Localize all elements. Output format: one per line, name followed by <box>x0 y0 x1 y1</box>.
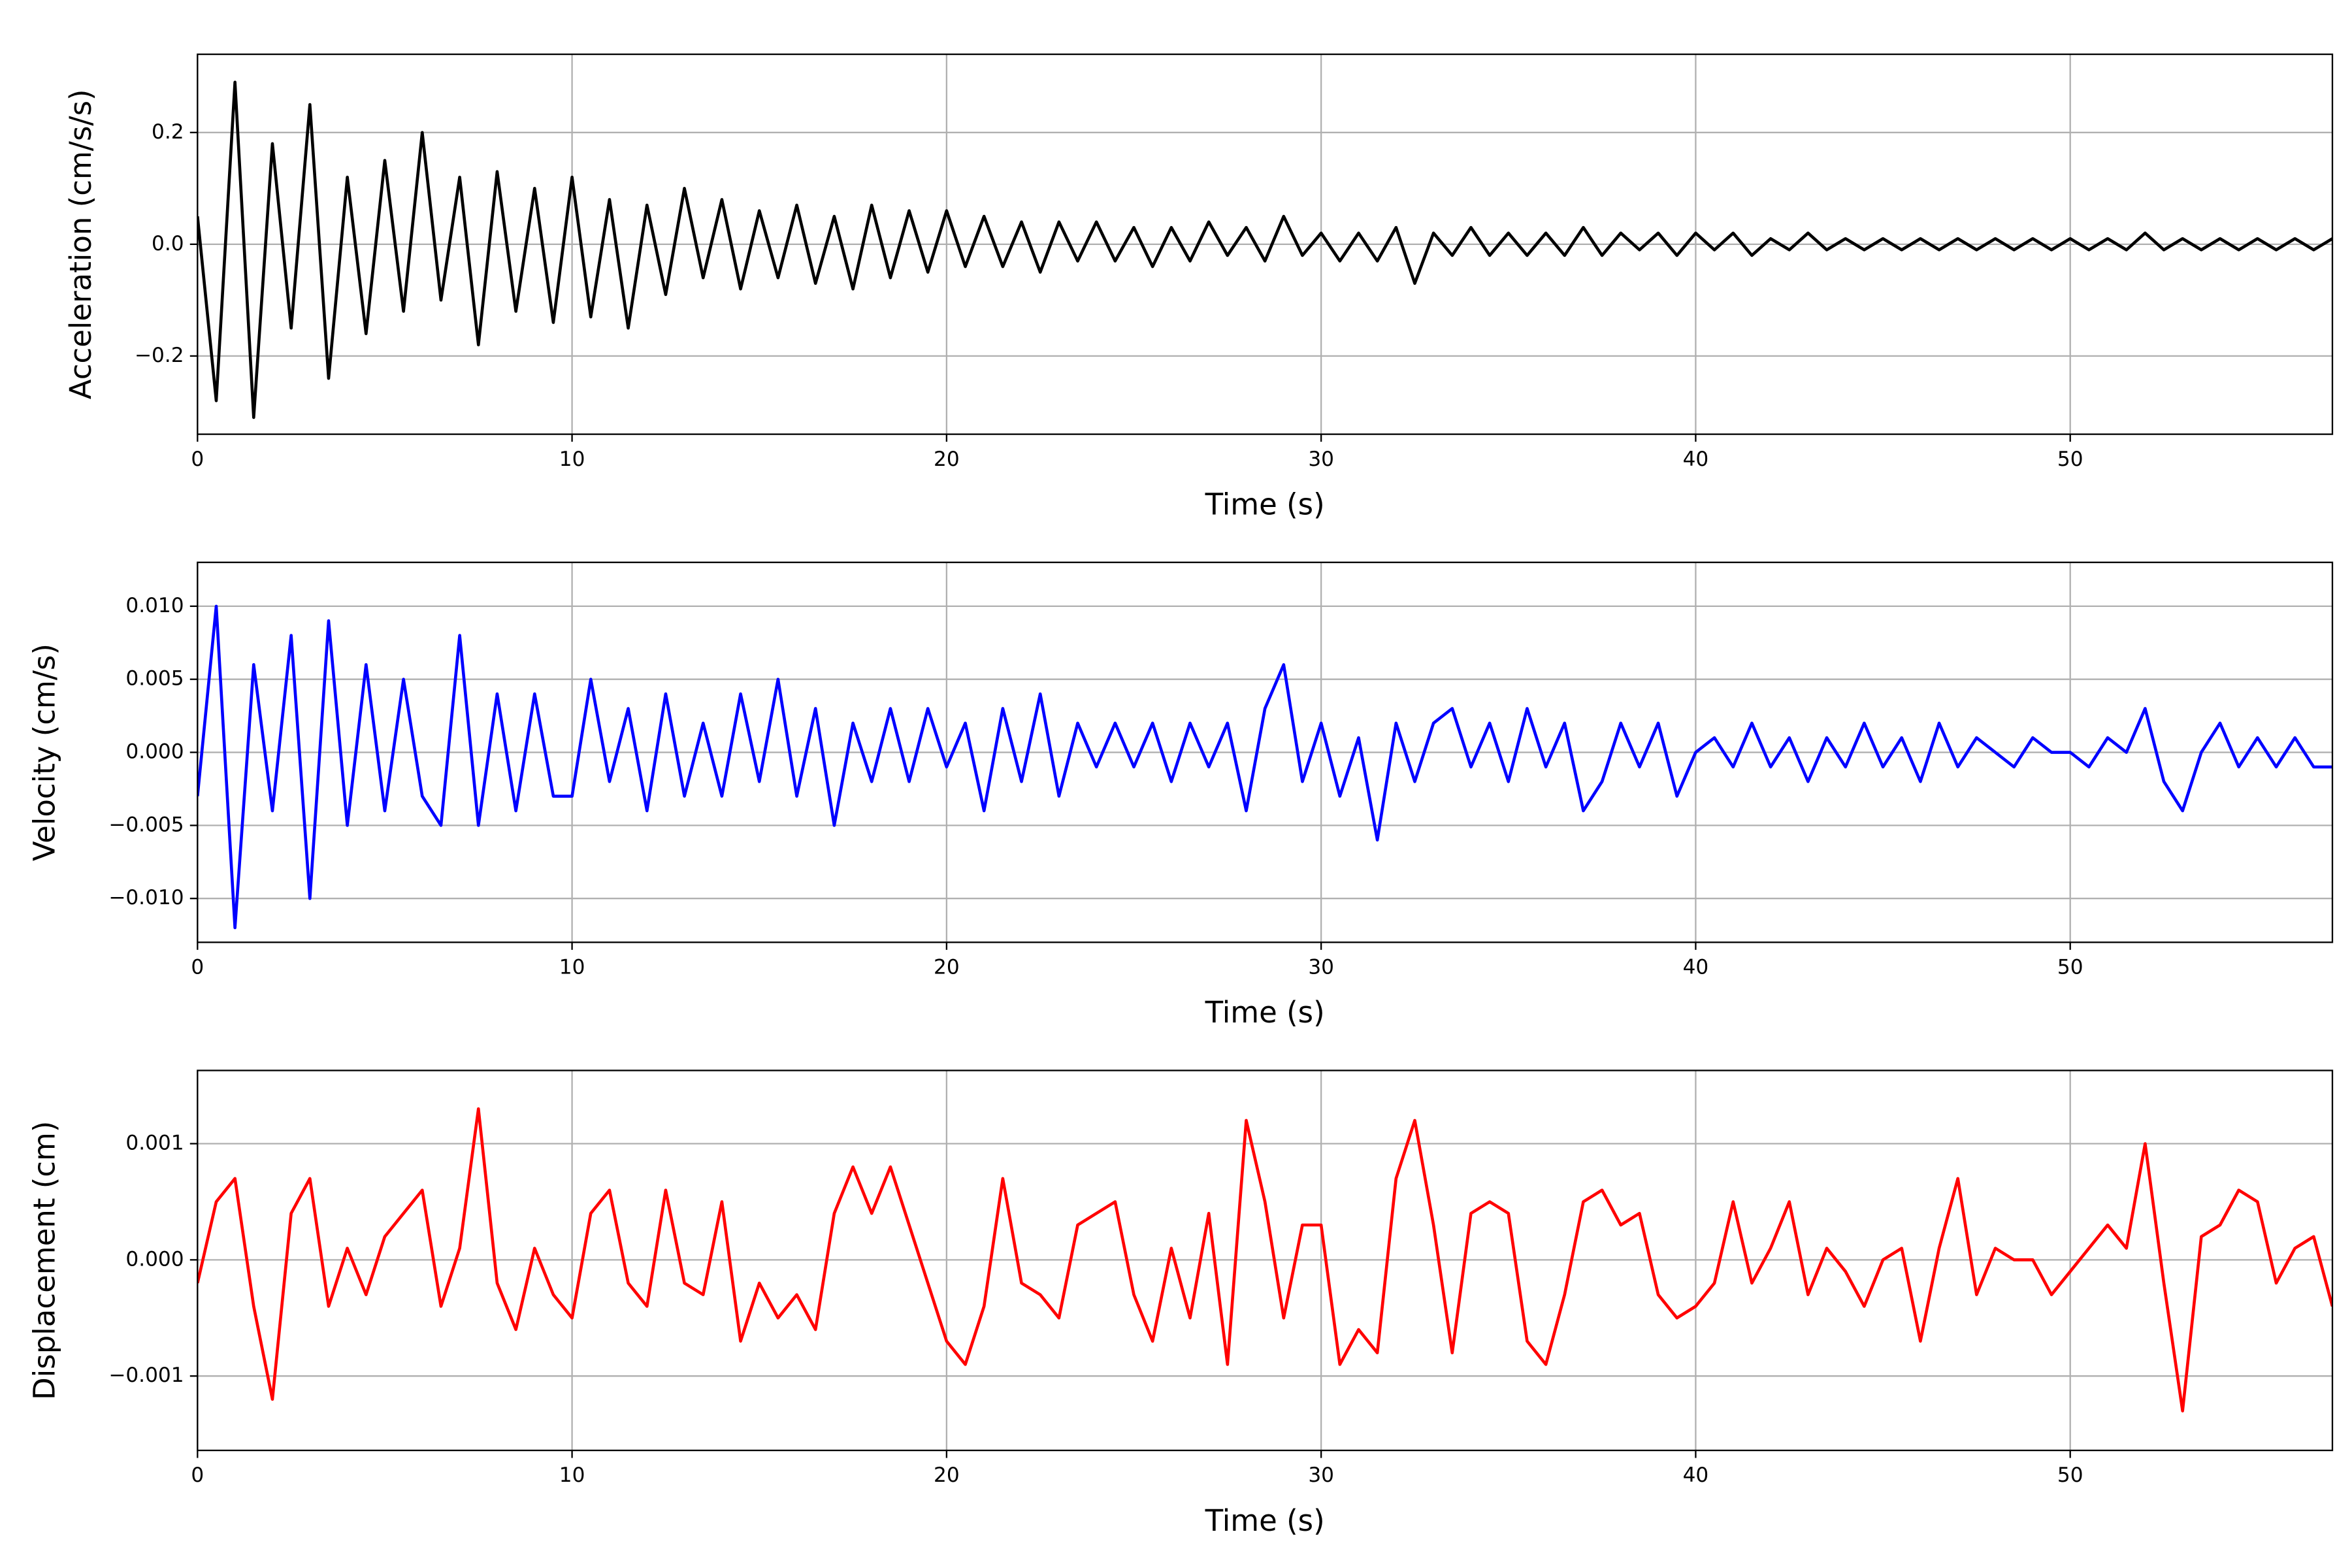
x-tick-label: 30 <box>1308 1463 1334 1487</box>
y-tick-label: −0.001 <box>108 1364 184 1387</box>
y-axis-label: Displacement (cm) <box>27 1121 62 1400</box>
data-line <box>197 1107 2332 1413</box>
x-tick-label: 0 <box>191 956 204 979</box>
x-axis-label: Time (s) <box>1205 1503 1325 1538</box>
plot-area <box>197 80 2332 419</box>
data-line <box>197 80 2332 419</box>
x-axis-label: Time (s) <box>1205 995 1325 1030</box>
x-tick-label: 30 <box>1308 956 1334 979</box>
x-tick-label: 40 <box>1683 448 1709 471</box>
y-tick-label: 0.0 <box>152 232 184 255</box>
y-tick-label: 0.2 <box>152 120 184 144</box>
x-tick-label: 50 <box>2057 448 2083 471</box>
y-axis-label: Acceleration (cm/s/s) <box>63 89 98 399</box>
y-tick-label: −0.2 <box>135 344 184 367</box>
y-axis-label: Velocity (cm/s) <box>27 644 62 861</box>
x-tick-label: 50 <box>2057 1463 2083 1487</box>
x-tick-label: 40 <box>1683 956 1709 979</box>
y-tick-label: 0.005 <box>125 667 184 691</box>
subplot: 0 10 20 30 40 50 −0.001 0.000 0.001 Time (s) Displ… <box>27 1070 2334 1538</box>
y-tick-label: 0.000 <box>125 740 184 764</box>
y-tick-label: −0.010 <box>108 886 184 909</box>
x-tick-label: 0 <box>191 448 204 471</box>
x-tick-label: 30 <box>1308 448 1334 471</box>
subplot: 0 10 20 30 40 50 −0.010 −0.005 0.000 0.005 0.010 Ti… <box>27 561 2334 1030</box>
axes-frame <box>197 53 2334 435</box>
x-tick-label: 10 <box>559 956 585 979</box>
y-tick-label: 0.001 <box>125 1132 184 1155</box>
y-tick-label: 0.000 <box>125 1247 184 1271</box>
data-line <box>197 604 2332 930</box>
plot-area <box>197 604 2332 930</box>
x-tick-label: 0 <box>191 1463 204 1487</box>
x-tick-label: 10 <box>559 448 585 471</box>
x-tick-label: 40 <box>1683 1463 1709 1487</box>
x-tick-label: 20 <box>934 1463 960 1487</box>
y-tick-label: 0.010 <box>125 594 184 617</box>
subplot: 0 10 20 30 40 50 −0.2 0.0 0.2 Time (s) Acceleratio… <box>63 53 2334 521</box>
x-tick-label: 50 <box>2057 956 2083 979</box>
x-axis-label: Time (s) <box>1205 487 1325 521</box>
y-tick-label: −0.005 <box>108 813 184 836</box>
axes-frame <box>197 1070 2334 1452</box>
axes-frame <box>197 561 2334 943</box>
x-tick-label: 20 <box>934 956 960 979</box>
x-tick-label: 20 <box>934 448 960 471</box>
x-tick-label: 10 <box>559 1463 585 1487</box>
plot-area <box>197 1107 2332 1413</box>
